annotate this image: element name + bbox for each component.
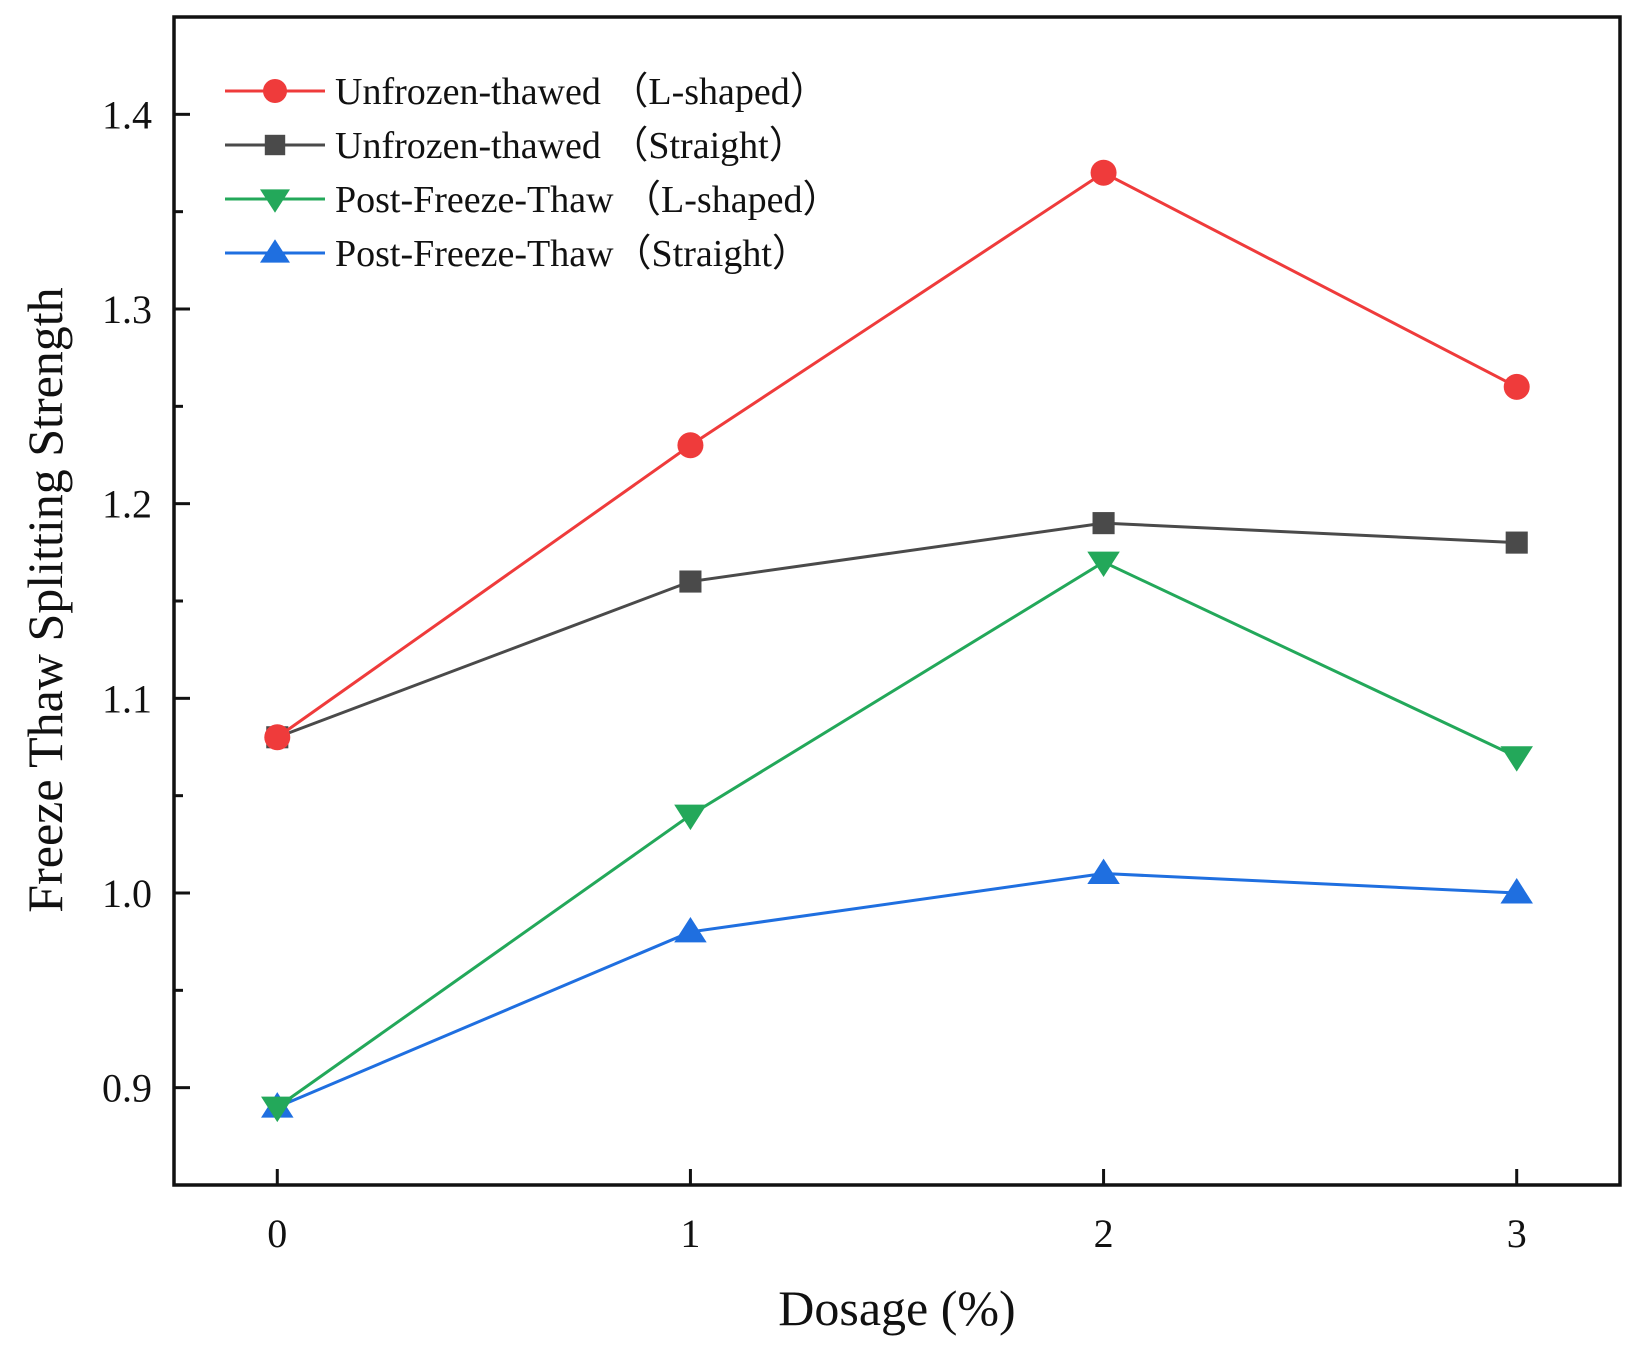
x-tick-label: 1 (680, 1211, 700, 1256)
series-line (276, 872, 1517, 1109)
data-point (677, 432, 704, 459)
legend: Unfrozen-thawed （L-shaped） Unfrozen-thawe… (225, 71, 840, 275)
y-tick-label: 1.0 (102, 871, 152, 916)
x-tick-label: 2 (1094, 1211, 1114, 1256)
series-layer (261, 159, 1533, 1123)
series-line (276, 560, 1518, 1109)
data-point (1500, 746, 1533, 772)
legend-item: Post-Freeze-Thaw （L-shaped） (225, 179, 840, 221)
series (261, 858, 1533, 1118)
x-tick-label: 0 (267, 1211, 287, 1256)
y-tick-label: 1.1 (102, 676, 152, 721)
y-tick-label: 1.3 (102, 287, 152, 332)
legend-item: Post-Freeze-Thaw（Straight） (225, 233, 810, 275)
legend-label: Unfrozen-thawed （Straight） (335, 125, 807, 167)
data-point (264, 724, 291, 751)
data-point (1092, 512, 1115, 535)
data-point (1505, 531, 1528, 554)
data-point (263, 79, 287, 103)
y-axis-title: Freeze Thaw Splitting Strength (17, 287, 73, 912)
series-line (276, 170, 1518, 739)
x-axis-title: Dosage (%) (778, 1280, 1015, 1336)
data-point (1500, 878, 1533, 904)
data-point (260, 239, 290, 263)
series (266, 512, 1528, 749)
x-axis: 0 1 2 3 (267, 1169, 1527, 1256)
data-point (1503, 373, 1530, 400)
data-point (679, 570, 702, 593)
data-point (1087, 551, 1120, 578)
data-point (674, 804, 707, 831)
legend-item: Unfrozen-thawed （Straight） (225, 125, 807, 167)
legend-label: Unfrozen-thawed （L-shaped） (335, 71, 828, 113)
x-tick-label: 3 (1507, 1211, 1527, 1256)
data-point (1090, 159, 1117, 186)
data-point (264, 134, 286, 156)
data-point (260, 189, 290, 213)
y-tick-label: 0.9 (102, 1066, 152, 1111)
legend-item: Unfrozen-thawed （L-shaped） (225, 71, 828, 113)
series (264, 159, 1530, 751)
data-point (1087, 858, 1120, 884)
legend-label: Post-Freeze-Thaw （L-shaped） (335, 179, 840, 221)
series (261, 551, 1533, 1123)
y-axis: 0.9 1.0 1.1 1.2 1.3 1.4 (102, 92, 190, 1111)
data-point (261, 1096, 294, 1123)
series-line (276, 521, 1517, 739)
y-tick-label: 1.4 (102, 92, 152, 137)
legend-label: Post-Freeze-Thaw（Straight） (335, 233, 810, 275)
data-point (674, 916, 707, 943)
y-tick-label: 1.2 (102, 482, 152, 527)
